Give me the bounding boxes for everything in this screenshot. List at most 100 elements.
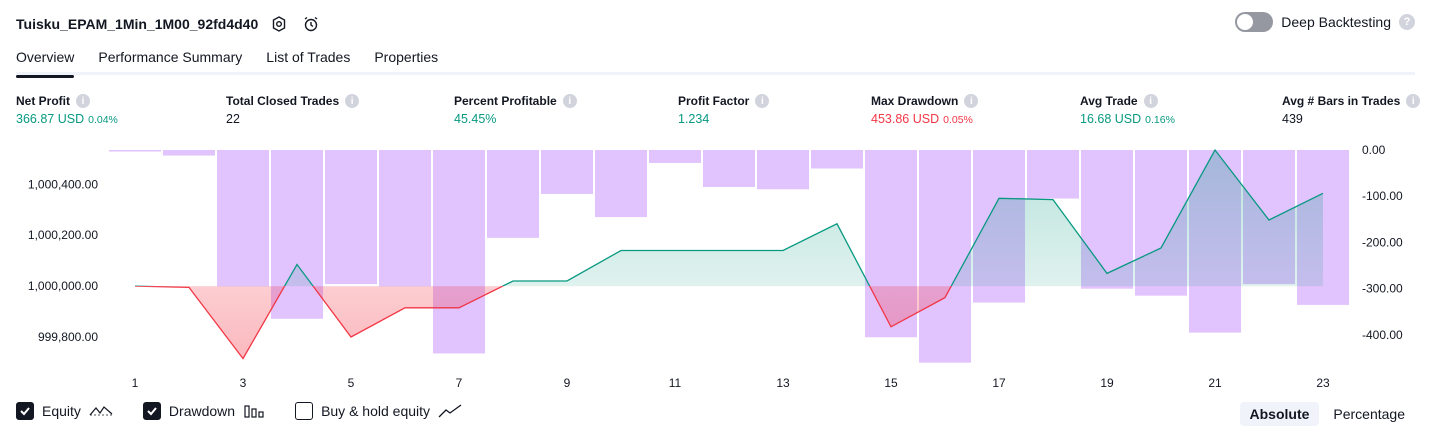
equity-area-positive bbox=[135, 150, 1323, 287]
tab-list-of-trades[interactable]: List of Trades bbox=[266, 49, 351, 65]
equity-line-positive bbox=[134, 148, 1324, 287]
buy-hold-line-icon bbox=[438, 404, 462, 418]
x-axis-tick: 19 bbox=[1100, 376, 1114, 390]
metric-label: Max Drawdown bbox=[871, 94, 959, 108]
tab-overview[interactable]: Overview bbox=[16, 44, 75, 78]
drawdown-bar bbox=[217, 150, 269, 287]
deep-backtesting-control: Deep Backtesting ? bbox=[1235, 12, 1415, 32]
equity-line-negative bbox=[134, 286, 952, 360]
toggle-knob bbox=[1237, 14, 1254, 30]
x-axis-tick: 21 bbox=[1208, 376, 1222, 390]
drawdown-bar bbox=[595, 150, 647, 218]
help-icon[interactable]: ? bbox=[1399, 14, 1415, 30]
metric-avg-trade: Avg Trade i 16.68 USD 0.16% bbox=[1080, 94, 1175, 126]
drawdown-bar bbox=[109, 150, 161, 152]
legend-buy-hold-equity[interactable]: Buy & hold equity bbox=[295, 402, 462, 420]
metric-value: 16.68 USD bbox=[1080, 112, 1142, 126]
metric-profit-factor: Profit Factor i 1.234 bbox=[678, 94, 770, 126]
tab-performance-summary[interactable]: Performance Summary bbox=[98, 49, 243, 65]
metric-value: 439 bbox=[1282, 112, 1303, 126]
metric-value: 366.87 USD bbox=[16, 112, 85, 126]
x-axis-tick: 9 bbox=[564, 376, 571, 390]
info-icon[interactable]: i bbox=[964, 94, 979, 108]
equity-area bbox=[135, 150, 1323, 359]
metric-label: Avg # Bars in Trades bbox=[1282, 94, 1401, 108]
scale-toggle: Absolute Percentage bbox=[1239, 402, 1416, 426]
metric-percent-profitable: Percent Profitable i 45.45% bbox=[454, 94, 577, 126]
drawdown-bar bbox=[919, 150, 971, 363]
right-axis-tick: -400.00 bbox=[1362, 328, 1403, 342]
metric-value: 1.234 bbox=[678, 112, 710, 126]
settings-gear-icon[interactable] bbox=[268, 13, 290, 35]
info-icon[interactable]: i bbox=[755, 94, 770, 108]
equity-checkbox[interactable] bbox=[16, 402, 34, 420]
deep-backtesting-toggle[interactable] bbox=[1235, 12, 1274, 32]
right-axis-tick: -100.00 bbox=[1362, 189, 1403, 203]
x-axis-labels: 1 3 5 7 9 11 13 15 17 19 21 23 bbox=[132, 376, 1330, 390]
drawdown-bar bbox=[541, 150, 593, 194]
info-icon[interactable]: i bbox=[345, 94, 360, 108]
metric-label: Avg Trade bbox=[1080, 94, 1138, 108]
legend-label: Drawdown bbox=[168, 403, 236, 419]
metric-label: Percent Profitable bbox=[454, 94, 557, 108]
percentage-button[interactable]: Percentage bbox=[1333, 406, 1405, 422]
deep-backtesting-label: Deep Backtesting bbox=[1281, 14, 1391, 30]
x-axis-tick: 1 bbox=[132, 376, 139, 390]
metric-net-profit: Net Profit i 366.87 USD 0.04% bbox=[16, 94, 118, 126]
metric-label: Total Closed Trades bbox=[226, 94, 340, 108]
left-axis-labels: 1,000,400.00 1,000,200.00 1,000,000.00 999,… bbox=[28, 177, 98, 344]
right-axis-tick: -300.00 bbox=[1362, 282, 1403, 296]
absolute-button[interactable]: Absolute bbox=[1239, 402, 1320, 426]
right-axis-tick: -200.00 bbox=[1362, 235, 1403, 249]
info-icon[interactable]: i bbox=[562, 94, 577, 108]
drawdown-bar bbox=[1027, 150, 1079, 199]
drawdown-bar bbox=[703, 150, 755, 187]
metric-sub-value: 0.04% bbox=[88, 114, 118, 126]
chart-legend: Equity Drawdown Buy & hold equity bbox=[16, 402, 492, 420]
info-icon[interactable]: i bbox=[1406, 94, 1421, 108]
alarm-clock-icon[interactable] bbox=[300, 13, 322, 35]
drawdown-bar bbox=[649, 150, 701, 163]
drawdown-bar bbox=[487, 150, 539, 238]
metric-value: 453.86 USD bbox=[871, 112, 940, 126]
left-axis-tick: 1,000,200.00 bbox=[28, 228, 98, 242]
info-icon[interactable]: i bbox=[76, 94, 90, 108]
x-axis-tick: 17 bbox=[992, 376, 1006, 390]
drawdown-bars-icon bbox=[244, 405, 264, 418]
metric-value: 45.45% bbox=[454, 112, 497, 126]
drawdown-bar bbox=[379, 150, 431, 287]
strategy-header: Tuisku_EPAM_1Min_1M00_92fd4d40 bbox=[16, 10, 322, 38]
left-axis-tick: 1,000,000.00 bbox=[28, 279, 98, 293]
buy-hold-checkbox[interactable] bbox=[295, 402, 314, 420]
x-axis-tick: 7 bbox=[456, 376, 463, 390]
left-axis-tick: 1,000,400.00 bbox=[28, 177, 98, 191]
drawdown-checkbox[interactable] bbox=[142, 402, 161, 420]
metric-sub-value: 0.05% bbox=[943, 114, 973, 126]
drawdown-bar bbox=[325, 150, 377, 285]
drawdown-bar bbox=[163, 150, 215, 156]
metric-value: 22 bbox=[226, 112, 240, 126]
info-icon[interactable]: i bbox=[1143, 94, 1158, 108]
right-axis-tick: 0.00 bbox=[1362, 143, 1386, 157]
equity-drawdown-chart[interactable]: 1,000,400.00 1,000,200.00 1,000,000.00 999,… bbox=[0, 140, 1431, 395]
drawdown-bar bbox=[811, 150, 863, 169]
left-axis-tick: 999,800.00 bbox=[38, 330, 98, 344]
metric-avg-bars-in-trades: Avg # Bars in Trades i 439 bbox=[1282, 94, 1421, 126]
legend-drawdown[interactable]: Drawdown bbox=[142, 402, 265, 420]
legend-equity[interactable]: Equity bbox=[16, 402, 113, 420]
equity-line-icon bbox=[89, 406, 113, 416]
strategy-title: Tuisku_EPAM_1Min_1M00_92fd4d40 bbox=[16, 16, 259, 32]
metric-sub-value: 0.16% bbox=[1145, 114, 1175, 126]
right-axis-labels: 0.00 -100.00 -200.00 -300.00 -400.00 bbox=[1362, 143, 1403, 342]
metric-total-closed-trades: Total Closed Trades i 22 bbox=[226, 94, 360, 126]
x-axis-tick: 13 bbox=[776, 376, 790, 390]
report-tabs: Overview Performance Summary List of Tra… bbox=[16, 44, 1415, 78]
drawdown-bar bbox=[433, 150, 485, 354]
equity-area-negative bbox=[136, 286, 952, 359]
x-axis-tick: 23 bbox=[1316, 376, 1330, 390]
drawdown-bar bbox=[757, 150, 809, 190]
legend-label: Equity bbox=[42, 403, 81, 419]
tab-properties[interactable]: Properties bbox=[374, 49, 439, 65]
x-axis-tick: 15 bbox=[884, 376, 898, 390]
legend-label: Buy & hold equity bbox=[321, 403, 431, 419]
